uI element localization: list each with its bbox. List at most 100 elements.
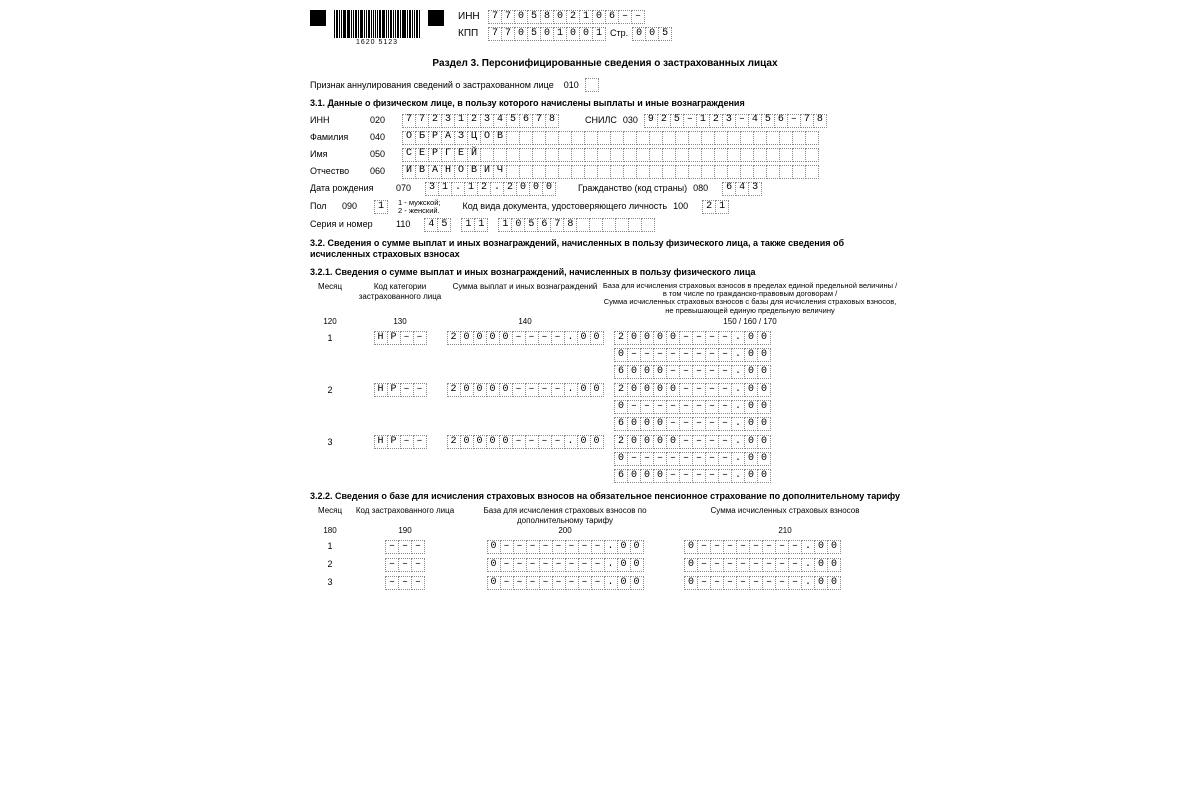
s31-ser1: 45	[424, 218, 451, 232]
marker-right	[428, 10, 444, 26]
s31-doc-code: 100	[673, 201, 688, 212]
s31-patr-code: 060	[370, 166, 396, 177]
s322-row: 2–––0––––––––.000––––––––.00	[310, 558, 900, 572]
s31-sex-hint: 1 - мужской; 2 - женский.	[398, 199, 441, 216]
cat-cells: –––	[350, 558, 460, 572]
sum-cells: 0––––––––.00	[670, 540, 900, 554]
s322-row: 3–––0––––––––.000––––––––.00	[310, 576, 900, 590]
s321-row: 1НР––20000––––.0020000––––.000––––––––.0…	[310, 331, 900, 379]
s31-snils-label: СНИЛС	[585, 115, 617, 126]
s31-doc-cells: 21	[702, 200, 729, 214]
month: 2	[310, 559, 350, 570]
s31-patr-cells: ИВАНОВИЧ	[402, 165, 819, 179]
kpp-label: КПП	[458, 28, 488, 41]
c2-month: 180	[310, 526, 350, 536]
s31-dob-code: 070	[396, 183, 411, 194]
inn-cells: 7705802106––	[488, 10, 645, 24]
kpp-cells: 770501001	[488, 27, 606, 41]
s31-snils-code: 030	[623, 115, 638, 126]
s31-ser-label: Серия и номер	[310, 219, 390, 230]
annul-label: Признак аннулирования сведений о застрах…	[310, 80, 554, 91]
cat-cells: НР––	[350, 435, 450, 449]
c2-cat: 190	[350, 526, 460, 536]
s321-codes: 120 130 140 150 / 160 / 170	[310, 317, 900, 327]
marker-left	[310, 10, 326, 26]
s31-inn-code: 020	[370, 115, 396, 126]
month: 3	[310, 577, 350, 588]
s31-ser-code: 110	[396, 219, 410, 230]
c2-sum: 210	[670, 526, 900, 536]
s31-fam-cells: ОБРАЗЦОВ	[402, 131, 819, 145]
c-base: 150 / 160 / 170	[600, 317, 900, 327]
s31-ser2: 11	[461, 218, 488, 232]
h2-base: База для исчисления страховых взносов по…	[460, 506, 670, 526]
cat-cells: –––	[350, 576, 460, 590]
s31-cit-code: 080	[693, 183, 708, 194]
header: 1620 5123 ИНН 7705802106–– КПП 770501001…	[310, 10, 900, 48]
sum-cells: 20000––––.00	[450, 435, 600, 449]
h-month: Месяц	[310, 282, 350, 315]
base-cells: 20000––––.000––––––––.006000–––––.00	[600, 383, 900, 431]
c-cat: 130	[350, 317, 450, 327]
page-cells: 005	[632, 27, 672, 41]
s31-snils-cells: 925–123–456–78	[644, 114, 827, 128]
c-month: 120	[310, 317, 350, 327]
s31-cit-cells: 643	[722, 182, 762, 196]
s32-title: 3.2. Сведения о сумме выплат и иных возн…	[310, 238, 900, 261]
s321-title: 3.2.1. Сведения о сумме выплат и иных во…	[310, 267, 900, 278]
h2-sum: Сумма исчисленных страховых взносов	[670, 506, 900, 526]
h-base: База для исчисления страховых взносов в …	[600, 282, 900, 315]
annul-cell	[585, 78, 599, 92]
s322-codes: 180 190 200 210	[310, 526, 900, 536]
page-label: Стр.	[610, 28, 628, 39]
s322-title: 3.2.2. Сведения о базе для исчисления ст…	[310, 491, 900, 502]
s31-name-code: 050	[370, 149, 396, 160]
sum-cells: 20000––––.00	[450, 331, 600, 345]
s31-sex-cells: 1	[374, 200, 388, 214]
base-cells: 0––––––––.00	[460, 540, 670, 554]
sum-cells: 20000––––.00	[450, 383, 600, 397]
s321-row: 2НР––20000––––.0020000––––.000––––––––.0…	[310, 383, 900, 431]
base-cells: 20000––––.000––––––––.006000–––––.00	[600, 435, 900, 483]
month: 2	[310, 383, 350, 396]
s31-name-cells: СЕРГЕЙ	[402, 148, 819, 162]
s31-inn-cells: 772312345678	[402, 114, 559, 128]
c-sum: 140	[450, 317, 600, 327]
cat-cells: НР––	[350, 331, 450, 345]
base-cells: 0––––––––.00	[460, 576, 670, 590]
inn-label: ИНН	[458, 11, 488, 24]
cat-cells: –––	[350, 540, 460, 554]
h-sum: Сумма выплат и иных вознаграждений	[450, 282, 600, 315]
s31-doc-label: Код вида документа, удостоверяющего личн…	[463, 201, 668, 212]
h-cat: Код категории застрахованного лица	[350, 282, 450, 315]
s31-title: 3.1. Данные о физическом лице, в пользу …	[310, 98, 900, 109]
h2-cat: Код застрахованного лица	[350, 506, 460, 526]
month: 3	[310, 435, 350, 448]
s31-inn-label: ИНН	[310, 115, 364, 126]
s31-dob-cells: 31.12.2000	[425, 182, 556, 196]
h2-month: Месяц	[310, 506, 350, 526]
form-page: 1620 5123 ИНН 7705802106–– КПП 770501001…	[0, 0, 1200, 800]
s31-sex-code: 090	[342, 201, 368, 212]
annul-code: 010	[564, 80, 579, 91]
base-cells: 0––––––––.00	[460, 558, 670, 572]
s31-fam-label: Фамилия	[310, 132, 364, 143]
s322-row: 1–––0––––––––.000––––––––.00	[310, 540, 900, 554]
s31-cit-label: Гражданство (код страны)	[578, 183, 687, 194]
s31-ser3: 105678	[498, 218, 655, 232]
s31-name-label: Имя	[310, 149, 364, 160]
month: 1	[310, 541, 350, 552]
s31-patr-label: Отчество	[310, 166, 364, 177]
cat-cells: НР––	[350, 383, 450, 397]
s31-fam-code: 040	[370, 132, 396, 143]
c2-base: 200	[460, 526, 670, 536]
s321-row: 3НР––20000––––.0020000––––.000––––––––.0…	[310, 435, 900, 483]
s322-head: Месяц Код застрахованного лица База для …	[310, 506, 900, 526]
month: 1	[310, 331, 350, 344]
barcode: 1620 5123	[334, 10, 420, 48]
s31-dob-label: Дата рождения	[310, 183, 390, 194]
sum-cells: 0––––––––.00	[670, 558, 900, 572]
barcode-label: 1620 5123	[334, 39, 420, 48]
section-title: Раздел 3. Персонифицированные сведения о…	[310, 58, 900, 71]
s321-head: Месяц Код категории застрахованного лица…	[310, 282, 900, 315]
